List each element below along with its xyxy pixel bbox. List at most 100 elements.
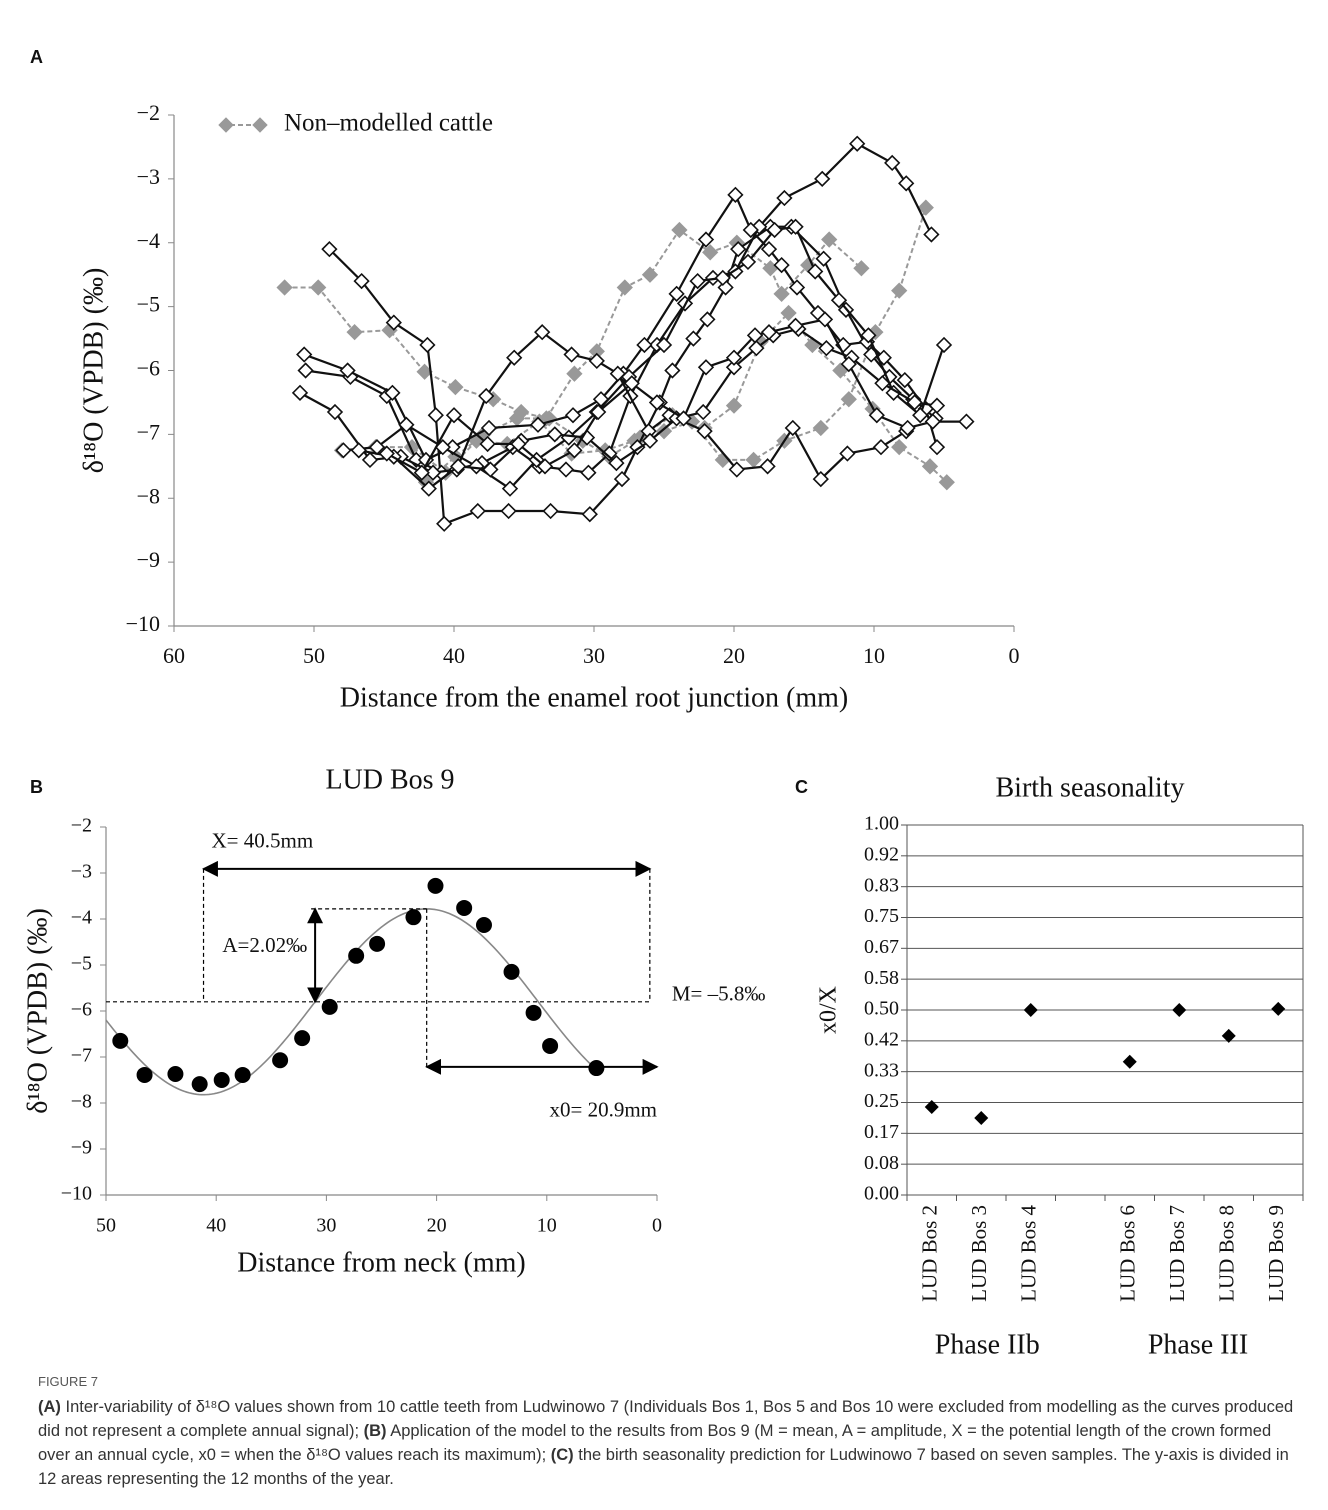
data-point (872, 439, 890, 456)
data-point (427, 407, 444, 424)
caption-part: (A) (38, 1398, 61, 1416)
data-point (436, 515, 453, 532)
y-tick-label: −9 (137, 547, 160, 572)
data-point (348, 947, 365, 964)
data-point (588, 352, 605, 370)
y-tick-label: 0.83 (864, 874, 899, 896)
data-point (928, 439, 946, 456)
data-point (616, 279, 633, 296)
y-tick-label: 0.58 (864, 967, 899, 989)
data-point (601, 445, 618, 462)
data-point (529, 416, 547, 433)
data-point (912, 407, 929, 424)
x-tick-label: 50 (303, 643, 325, 668)
caption: FIGURE 7 (A) Inter-variability of δ¹⁸O v… (38, 1374, 1300, 1491)
data-point (272, 1052, 289, 1069)
data-point (759, 458, 776, 475)
x-tick-label: 0 (652, 1215, 662, 1237)
data-point (335, 442, 352, 459)
y-tick-label: −5 (71, 953, 92, 975)
data-point (276, 279, 293, 296)
x-tick-label: LUD Bos 7 (1165, 1205, 1189, 1302)
data-point (923, 226, 940, 243)
data-point (450, 458, 467, 475)
x-axis-label: Distance from neck (mm) (237, 1247, 525, 1278)
y-axis-label: δ¹⁸O (VPDB) (‰) (78, 268, 109, 474)
data-point (326, 403, 344, 421)
data-point (884, 154, 901, 172)
data-point (784, 419, 801, 437)
data-point (725, 349, 743, 366)
x-tick-label: LUD Bos 9 (1264, 1205, 1288, 1302)
data-point (398, 416, 415, 433)
x-tick-label: 20 (723, 643, 745, 668)
data-point (564, 407, 582, 424)
data-point (787, 317, 804, 334)
legend-marker (218, 117, 234, 133)
data-point (664, 362, 681, 379)
data-point (868, 407, 885, 424)
data-point (503, 963, 520, 980)
x-tick-label: 40 (206, 1215, 226, 1237)
y-tick-label: 0.75 (864, 905, 899, 927)
panel-label: C (795, 777, 808, 797)
y-tick-label: −3 (137, 164, 160, 189)
y-tick-label: −7 (137, 419, 160, 444)
data-point (1172, 1003, 1187, 1017)
data-point (1271, 1001, 1286, 1016)
data-point (816, 311, 834, 328)
data-point (853, 260, 870, 277)
data-point (542, 1037, 559, 1054)
data-point (776, 189, 793, 207)
data-point (924, 413, 941, 430)
data-point (938, 474, 955, 491)
data-point (590, 403, 607, 421)
caption-part: Inter-variability of δ¹⁸O values shown f… (38, 1398, 1294, 1440)
caption-part: (B) (363, 1422, 387, 1440)
data-point (830, 292, 848, 309)
data-point (369, 935, 386, 952)
data-point (213, 1072, 230, 1088)
data-point (812, 470, 829, 488)
data-point (860, 327, 877, 344)
data-point (840, 355, 857, 373)
data-point (739, 253, 757, 271)
data-point (773, 256, 790, 274)
data-point (479, 435, 496, 453)
data-point (1023, 1003, 1038, 1017)
chart-title: LUD Bos 9 (325, 764, 454, 795)
data-point (924, 1099, 939, 1114)
data-point (818, 340, 835, 357)
y-tick-label: 0.00 (864, 1183, 899, 1205)
x-tick-label: 30 (316, 1215, 336, 1237)
y-tick-label: 0.67 (864, 936, 899, 958)
data-point (510, 435, 527, 453)
data-point (588, 1060, 605, 1077)
data-point (234, 1066, 251, 1083)
data-point (891, 282, 908, 299)
data-point (935, 336, 953, 354)
x-tick-label: LUD Bos 4 (1017, 1205, 1041, 1302)
data-point (534, 324, 551, 341)
data-point (563, 346, 580, 363)
data-point (697, 231, 715, 248)
data-point (648, 394, 666, 411)
data-point (655, 336, 673, 354)
data-point (766, 221, 783, 239)
y-axis-label: x0/X (816, 986, 842, 1034)
x-tick-label: LUD Bos 3 (967, 1205, 991, 1302)
panel-label: A (30, 47, 43, 67)
y-tick-label: −8 (71, 1091, 92, 1113)
y-tick-label: −6 (71, 999, 92, 1021)
y-tick-label: 1.00 (864, 813, 899, 835)
y-tick-label: −10 (61, 1183, 92, 1205)
data-point (536, 458, 554, 475)
chart-title: Birth seasonality (996, 772, 1185, 803)
data-point (742, 221, 759, 239)
data-point (641, 266, 659, 283)
data-point (478, 387, 495, 405)
data-point (928, 397, 946, 414)
data-point (623, 375, 640, 392)
data-point (378, 445, 395, 462)
x-tick-label: 10 (537, 1215, 557, 1237)
